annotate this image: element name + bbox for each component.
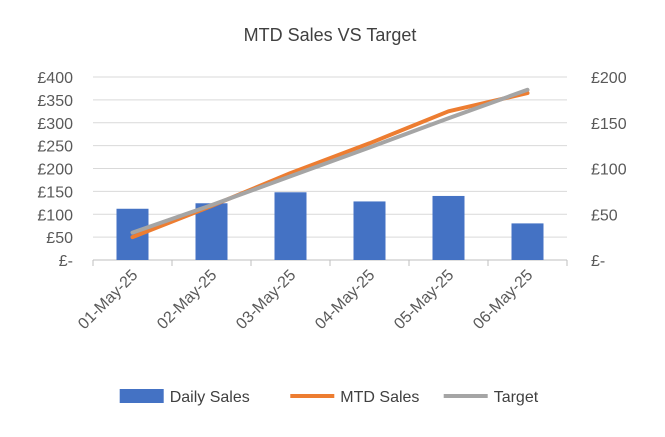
right-tick-label: £100	[591, 162, 627, 179]
gridlines	[92, 76, 568, 266]
left-axis-tick-labels: £- £50 £100 £150 £200 £250 £300 £350 £400	[37, 70, 73, 270]
right-tick-label: £150	[591, 116, 627, 133]
legend-swatch-daily-sales	[119, 389, 164, 403]
legend: Daily Sales MTD Sales Target	[119, 389, 539, 406]
left-tick-label: £250	[37, 139, 73, 156]
bar-daily-sales	[511, 223, 544, 260]
left-tick-label: £150	[37, 184, 73, 201]
left-tick-label: £-	[59, 253, 73, 270]
legend-label: Daily Sales	[170, 389, 250, 406]
lines	[130, 87, 530, 240]
left-tick-label: £100	[37, 207, 73, 224]
left-tick-label: £50	[46, 230, 73, 247]
bar-daily-sales	[195, 203, 228, 260]
right-tick-label: £-	[591, 253, 605, 270]
right-axis-tick-labels: £- £50 £100 £150 £200	[591, 70, 627, 270]
legend-label: MTD Sales	[340, 389, 419, 406]
right-tick-label: £200	[591, 70, 627, 87]
bar-daily-sales	[274, 192, 307, 260]
left-tick-label: £300	[37, 116, 73, 133]
left-tick-label: £400	[37, 70, 73, 87]
bar-daily-sales	[432, 195, 465, 260]
right-tick-label: £50	[591, 207, 618, 224]
bar-daily-sales	[353, 201, 386, 260]
left-tick-label: £350	[37, 93, 73, 110]
left-tick-label: £200	[37, 162, 73, 179]
legend-label: Target	[494, 389, 539, 406]
chart-title: MTD Sales VS Target	[244, 25, 417, 45]
line-target	[130, 87, 530, 235]
